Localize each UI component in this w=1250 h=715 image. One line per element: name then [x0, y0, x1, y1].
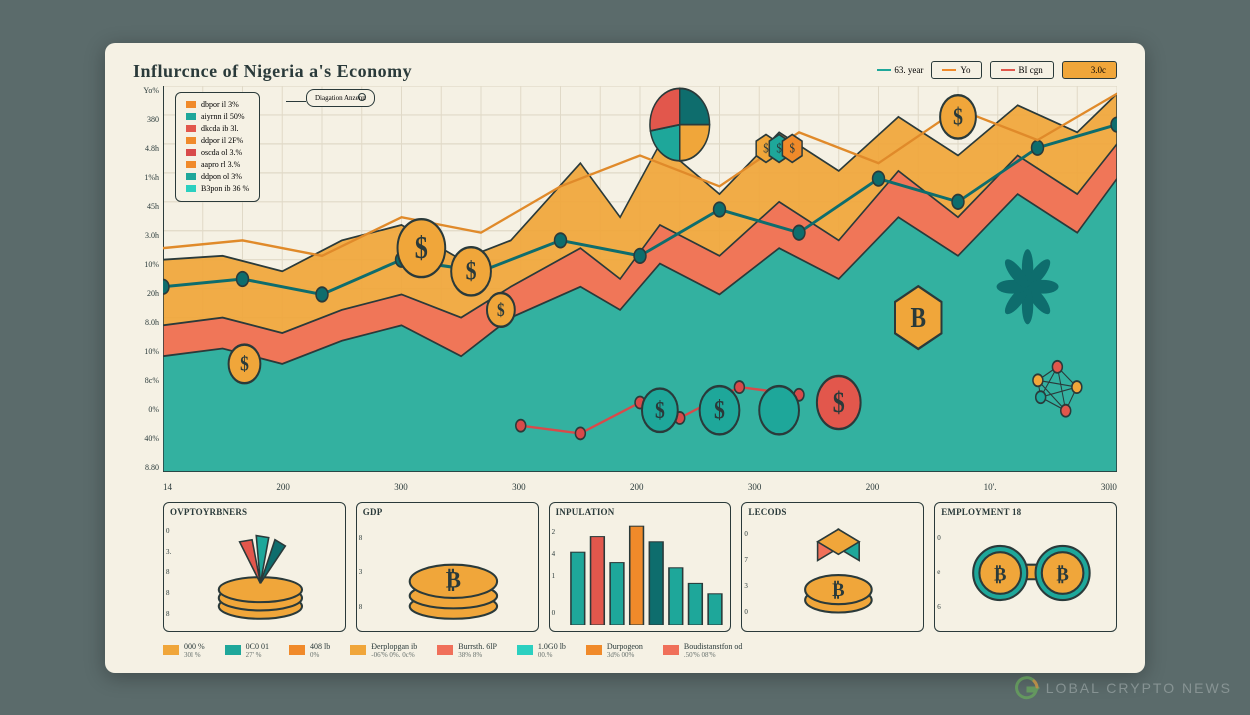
y-tick-label: 10% [133, 260, 159, 269]
watermark-text: LOBAL CRYPTO NEWS [1046, 680, 1232, 696]
legend-pill: 3.0c [1062, 61, 1117, 79]
legend-row: dkcda ib 3l. [186, 123, 249, 135]
panel-employment 18: Employment 18 0e6 ₿ ₿ [934, 502, 1117, 632]
panel-body: ₿ ₿ [953, 521, 1110, 625]
legend-row: aiyrnn il 50% [186, 111, 249, 123]
x-tick-label: 200 [276, 482, 290, 492]
x-tick-label: 200 [630, 482, 644, 492]
y-tick-label: Yo% [133, 86, 159, 95]
bottom-legend-item: Burrsth. 6lP38% 8% [437, 642, 497, 659]
header-row: Influrcnce of Nigeria a's Economy 63. ye… [133, 61, 1117, 82]
x-tick-label: 300 [748, 482, 762, 492]
y-axis-labels: Yo% 380 4.8h 1%h 45h 3.0h 10% 20h 8.0h 10% 8c% 0% 40… [133, 86, 159, 472]
panel-title: Inpulation [556, 507, 725, 517]
top-legend: 63. year Yo BI cgn 3.0c [877, 61, 1117, 79]
legend-pill: BI cgn [990, 61, 1054, 79]
svg-text:$: $ [415, 230, 428, 265]
panel-body: ₿ [375, 521, 532, 625]
panel-body [182, 521, 339, 625]
bottom-legend-item: 408 lb0% [289, 642, 330, 659]
mini-legend: 63. year [877, 65, 923, 75]
bottom-legend-item: 0C0 0127' % [225, 642, 269, 659]
panel-yticks: 2410 [552, 521, 556, 625]
y-tick-label: 4.8h [133, 144, 159, 153]
panel-lecods: Lecods 0730 ₿ [741, 502, 924, 632]
bottom-legend-item: 000 %30l % [163, 642, 205, 659]
bottom-legend: 000 %30l % 0C0 0127' % 408 lb0% Ðerplopgan … [163, 642, 1117, 659]
legend-row: B3pon ib 36 % [186, 183, 249, 195]
svg-text:$: $ [240, 353, 249, 376]
y-tick-label: 3.0h [133, 231, 159, 240]
x-tick-label: 200 [866, 482, 880, 492]
y-tick-label: 40% [133, 434, 159, 443]
x-tick-label: 300 [394, 482, 408, 492]
y-tick-label: 380 [133, 115, 159, 124]
chart-title: Influrcnce of Nigeria a's Economy [133, 61, 412, 82]
svg-text:$: $ [833, 385, 845, 418]
panel-inpulation: Inpulation 2410 [549, 502, 732, 632]
panel-ovptoyrbners: Ovptoyrbners 03.888 [163, 502, 346, 632]
bottom-legend-item: 1.0G0 lb00.% [517, 642, 566, 659]
y-tick-label: 8c% [133, 376, 159, 385]
y-tick-label: 8.0h [133, 318, 159, 327]
bottom-legend-item: Durpogeon3d% 00% [586, 642, 643, 659]
chart-canvas: $ $ $ $ $ $ $ B $ $ $ $ [163, 86, 1117, 472]
legend-row: oscda ol 3.% [186, 147, 249, 159]
svg-text:$: $ [790, 140, 795, 155]
y-tick-label: 8.80 [133, 463, 159, 472]
panel-yticks: 0e6 [937, 521, 941, 625]
watermark: LOBAL CRYPTO NEWS [1014, 675, 1232, 701]
y-tick-label: 45h [133, 202, 159, 211]
panel-gdp: Gdp 838 ₿ [356, 502, 539, 632]
panel-title: Gdp [363, 507, 532, 517]
svg-text:₿: ₿ [1057, 564, 1069, 585]
y-tick-label: 1%h [133, 173, 159, 182]
legend-row: ddpor il 2F% [186, 135, 249, 147]
panel-yticks: 03.888 [166, 521, 171, 625]
infographic-card: Influrcnce of Nigeria a's Economy 63. ye… [105, 43, 1145, 673]
x-tick-label: 30l0 [1101, 482, 1117, 492]
svg-text:$: $ [714, 395, 725, 424]
bottom-legend-item: Boudistanstfon od.50'% 08'% [663, 642, 742, 659]
svg-text:$: $ [497, 299, 505, 320]
bottom-legend-item: Ðerplopgan ib-06'% 0%. 0c% [350, 642, 417, 659]
svg-text:₿: ₿ [446, 567, 461, 592]
legend-row: dbpor il 3% [186, 99, 249, 111]
panel-body: ₿ [760, 521, 917, 625]
x-axis-labels: 14 200 300 300 200 300 200 10'. 30l0 [163, 482, 1117, 492]
legend-pill: Yo [931, 61, 981, 79]
panel-yticks: 0730 [744, 521, 748, 625]
watermark-logo-icon [1014, 675, 1040, 701]
svg-text:$: $ [655, 397, 665, 423]
callout-bubble: Diagation Anzenn [306, 89, 375, 108]
svg-text:$: $ [953, 103, 963, 129]
x-tick-label: 10'. [984, 482, 997, 492]
panel-body [568, 521, 725, 625]
panel-row: Ovptoyrbners 03.888 Gdp 838 ₿ Inpulation… [163, 502, 1117, 632]
svg-text:₿: ₿ [833, 579, 845, 600]
panel-yticks: 838 [359, 521, 363, 625]
y-tick-label: 20h [133, 289, 159, 298]
panel-title: Ovptoyrbners [170, 507, 339, 517]
legend-row: ddpon ol 3% [186, 171, 249, 183]
panel-title: Employment 18 [941, 507, 1110, 517]
svg-text:$: $ [466, 256, 477, 285]
svg-text:$: $ [776, 140, 781, 155]
svg-text:₿: ₿ [994, 564, 1006, 585]
mini-legend-dash [877, 69, 891, 71]
data-legend-box: dbpor il 3%aiyrnn il 50%dkcda ib 3l.ddpo… [175, 92, 260, 202]
svg-text:$: $ [763, 140, 768, 155]
panel-title: Lecods [748, 507, 917, 517]
svg-text:B: B [910, 301, 926, 333]
x-tick-label: 300 [512, 482, 526, 492]
legend-row: aapro rl 3.% [186, 159, 249, 171]
main-chart: Yo%3804.8h1%h45h3.0h10%20h8.0h10%8c%0%40… [163, 86, 1117, 472]
x-tick-label: 14 [163, 482, 172, 492]
y-tick-label: 0% [133, 405, 159, 414]
mini-legend-label: 63. year [894, 65, 923, 75]
y-tick-label: 10% [133, 347, 159, 356]
